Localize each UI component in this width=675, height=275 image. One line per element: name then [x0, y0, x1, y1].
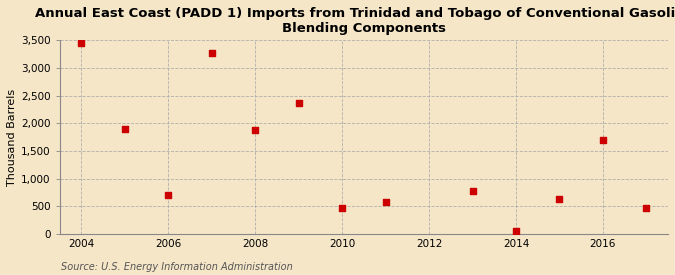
Y-axis label: Thousand Barrels: Thousand Barrels [7, 89, 17, 186]
Point [467, 189, 478, 193]
Point [641, 205, 652, 210]
Point [163, 193, 173, 197]
Point [76, 41, 87, 45]
Point [119, 126, 130, 131]
Title: Annual East Coast (PADD 1) Imports from Trinidad and Tobago of Conventional Gaso: Annual East Coast (PADD 1) Imports from … [34, 7, 675, 35]
Point [554, 197, 565, 202]
Text: Source: U.S. Energy Information Administration: Source: U.S. Energy Information Administ… [61, 262, 292, 272]
Point [597, 138, 608, 142]
Point [510, 229, 521, 233]
Point [294, 100, 304, 105]
Point [337, 205, 348, 210]
Point [207, 51, 217, 55]
Point [250, 128, 261, 132]
Point [380, 200, 391, 204]
